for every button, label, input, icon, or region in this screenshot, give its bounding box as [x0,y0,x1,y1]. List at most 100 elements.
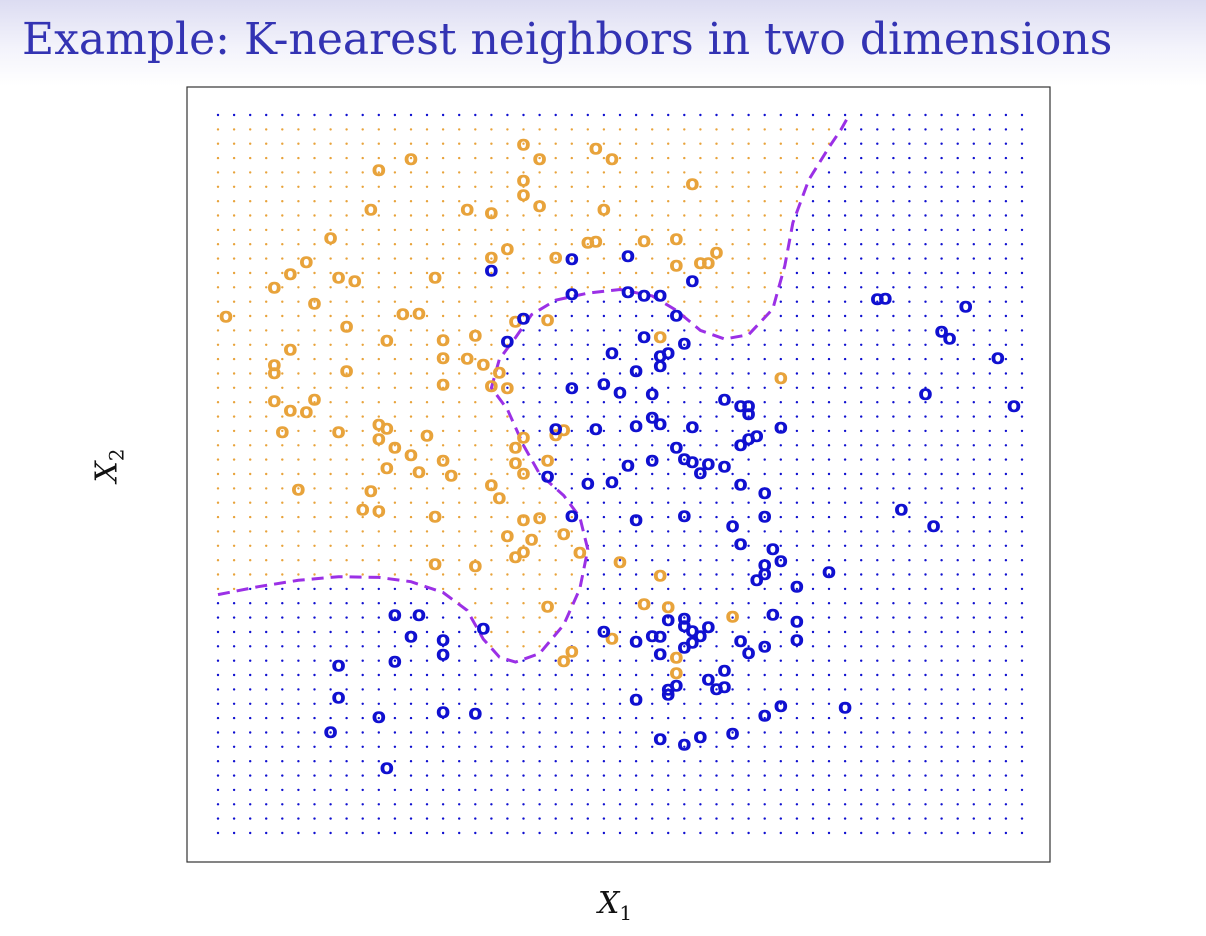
grid-dot [409,243,413,246]
grid-dot [827,357,831,361]
grid-dot [634,630,638,634]
grid-dot [281,788,284,792]
grid-dot [795,702,799,705]
grid-dot [313,515,316,519]
grid-dot [618,688,622,691]
grid-dot [506,544,509,547]
grid-dot [329,487,332,490]
grid-dot [843,444,847,447]
grid-dot [506,688,509,691]
grid-dot [892,731,895,734]
grid-dot [747,559,750,562]
grid-dot [763,429,766,433]
grid-dot [988,817,991,820]
grid-dot [811,128,815,131]
grid-dot [490,702,493,705]
grid-dot [908,831,911,835]
grid-dot [1020,401,1024,404]
grid-dot [892,487,895,490]
grid-dot [232,760,236,763]
data-point-orange: o [436,327,450,351]
grid-dot [715,386,718,389]
grid-dot [795,142,799,145]
data-point-orange: o [500,236,514,260]
grid-dot [249,128,252,131]
grid-dot [249,702,252,705]
grid-dot [506,760,509,763]
data-point-orange: o [637,228,651,252]
grid-dot [216,372,220,375]
grid-dot [876,444,879,447]
grid-dot [747,573,750,576]
grid-dot [651,113,654,117]
grid-dot [538,429,541,433]
grid-dot [345,544,348,547]
grid-dot [554,602,557,605]
data-point-orange: o [460,196,474,220]
grid-dot [554,530,557,533]
grid-dot [458,429,461,433]
grid-dot [892,645,895,648]
grid-dot [715,731,718,734]
grid-dot [586,171,589,174]
grid-dot [297,185,300,188]
grid-dot [795,271,799,275]
grid-dot [506,731,509,734]
grid-dot [554,688,557,691]
grid-dot [715,415,718,418]
grid-dot [216,673,220,677]
grid-dot [1020,659,1024,662]
grid-dot [763,271,766,275]
grid-dot [506,243,509,246]
data-point-orange: o [516,425,530,449]
data-point-blue: o [725,721,739,745]
grid-dot [988,185,991,188]
grid-dot [393,329,397,332]
grid-dot [763,415,766,418]
grid-dot [860,142,863,145]
grid-dot [265,602,268,605]
grid-dot [940,343,943,346]
grid-dot [232,171,236,174]
grid-dot [474,200,477,203]
grid-dot [554,128,557,131]
grid-dot [506,429,509,433]
grid-dot [683,128,686,131]
grid-dot [506,200,509,203]
grid-dot [425,817,429,820]
grid-dot [281,760,284,763]
data-point-orange: o [516,461,530,485]
data-point-orange: o [468,323,482,347]
grid-dot [795,113,799,117]
grid-dot [908,788,911,792]
grid-dot [474,444,477,447]
grid-dot [795,185,799,188]
grid-dot [265,128,268,131]
grid-dot [651,831,654,835]
grid-dot [667,487,670,490]
grid-dot [699,774,702,777]
grid-dot [297,760,300,763]
grid-dot [988,544,991,547]
data-point-orange: o [669,226,683,250]
grid-dot [747,630,750,634]
grid-dot [1020,587,1024,591]
grid-dot [779,760,782,763]
data-point-blue: o [605,340,619,364]
grid-dot [522,673,525,677]
grid-dot [441,286,445,289]
grid-dot [538,214,541,217]
grid-dot [908,817,911,820]
grid-dot [924,386,927,389]
grid-dot [297,357,300,361]
grid-dot [474,458,477,461]
grid-dot [683,515,686,519]
grid-dot [265,286,268,289]
grid-dot [377,501,380,504]
grid-dot [554,731,557,734]
grid-dot [763,200,766,203]
grid-dot [811,113,815,117]
grid-dot [1020,831,1024,835]
grid-dot [522,659,525,662]
grid-dot [795,688,799,691]
